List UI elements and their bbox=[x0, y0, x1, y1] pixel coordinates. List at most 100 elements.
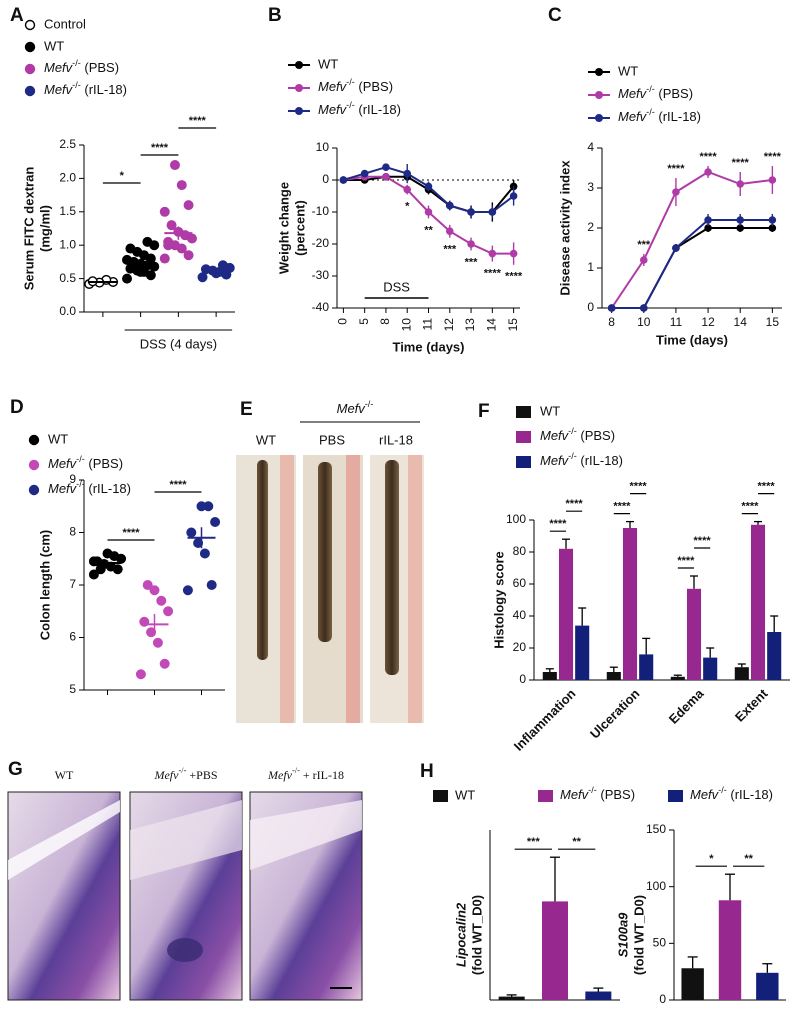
legend-marker bbox=[28, 434, 40, 446]
significance-label: **** bbox=[122, 527, 140, 539]
data-point bbox=[163, 240, 174, 251]
y-tick-label: 0 bbox=[322, 172, 329, 186]
data-point bbox=[142, 236, 153, 247]
ruler bbox=[408, 455, 422, 723]
significance-label: **** bbox=[732, 157, 750, 169]
legend-label: WT bbox=[44, 38, 64, 53]
x-tick-label: Inflammation bbox=[511, 686, 579, 754]
series-line bbox=[611, 219, 773, 309]
legend-label: Mefv-/- (PBS) bbox=[44, 58, 119, 75]
legend-label: Mefv-/- (PBS) bbox=[560, 785, 635, 802]
significance-label: **** bbox=[484, 268, 502, 280]
legend-marker bbox=[24, 19, 36, 31]
data-point bbox=[403, 185, 412, 194]
legend-label: Mefv-/- (rIL-18) bbox=[318, 100, 401, 117]
y-axis-label: Serum FITC dextran bbox=[21, 167, 36, 291]
photo-label: WT bbox=[55, 768, 74, 782]
x-axis-label: Time (days) bbox=[392, 339, 464, 354]
panel-letter: D bbox=[10, 397, 24, 418]
photo-label: rIL-18 bbox=[379, 432, 413, 447]
legend-swatch bbox=[433, 790, 448, 802]
data-point bbox=[146, 627, 157, 638]
legend-swatch bbox=[668, 790, 683, 802]
y-axis-label: S100a9 bbox=[615, 912, 630, 958]
legend-label: Mefv-/- (rIL-18) bbox=[48, 479, 131, 496]
bar bbox=[756, 972, 779, 1000]
panel-letter: F bbox=[478, 401, 490, 422]
bar bbox=[542, 672, 557, 680]
panel-letter: C bbox=[548, 5, 562, 26]
y-axis-label: Disease activity index bbox=[557, 160, 572, 296]
x-tick-label: 5 bbox=[357, 318, 371, 325]
significance-label: **** bbox=[764, 151, 782, 163]
data-point bbox=[672, 188, 680, 196]
data-point bbox=[125, 243, 136, 254]
x-tick-label: 10 bbox=[399, 318, 413, 332]
legend-marker bbox=[595, 68, 603, 76]
data-point bbox=[736, 224, 745, 232]
x-tick-label: 0 bbox=[336, 318, 350, 325]
x-axis-label: Time (days) bbox=[656, 332, 728, 347]
legend-label: Control bbox=[44, 16, 86, 31]
data-point bbox=[200, 264, 211, 275]
data-point bbox=[199, 548, 210, 559]
data-point bbox=[509, 249, 518, 258]
legend-label: WT bbox=[618, 63, 638, 78]
bar bbox=[639, 654, 654, 680]
ruler bbox=[346, 455, 360, 723]
significance-label: *** bbox=[637, 239, 651, 251]
y-tick-label: 0.5 bbox=[59, 271, 76, 285]
y-tick-label: 3 bbox=[587, 180, 594, 194]
data-point bbox=[182, 585, 193, 596]
data-point bbox=[360, 169, 369, 178]
data-point bbox=[639, 256, 648, 264]
panel-letter: B bbox=[268, 5, 282, 26]
y-tick-label: 150 bbox=[646, 822, 666, 836]
data-point bbox=[149, 585, 160, 596]
data-point bbox=[159, 658, 170, 669]
x-axis-label: DSS (4 days) bbox=[140, 336, 217, 351]
data-point bbox=[196, 501, 207, 512]
legend-marker bbox=[24, 85, 36, 97]
y-tick-label: 50 bbox=[653, 936, 667, 950]
colon bbox=[385, 460, 399, 675]
significance-label: ** bbox=[424, 224, 433, 236]
legend-label: Mefv-/- (PBS) bbox=[618, 84, 693, 101]
panel-letter: A bbox=[10, 5, 24, 26]
y-tick-label: 8 bbox=[69, 525, 76, 539]
y-axis-label: Lipocalin2 bbox=[453, 902, 468, 967]
data-point bbox=[403, 169, 412, 178]
colon-photos bbox=[236, 455, 424, 723]
legend-label: WT bbox=[540, 403, 560, 418]
y-tick-label: 100 bbox=[646, 879, 666, 893]
significance-label: **** bbox=[630, 481, 648, 493]
significance-label: **** bbox=[613, 501, 631, 513]
x-tick-label: 15 bbox=[506, 318, 520, 332]
data-point bbox=[169, 160, 180, 171]
legend-label: Mefv-/- (rIL-18) bbox=[540, 451, 623, 468]
legend-swatch bbox=[516, 431, 531, 443]
significance-label: **** bbox=[549, 518, 567, 530]
legend-label: Mefv-/- (PBS) bbox=[318, 77, 393, 94]
data-point bbox=[488, 249, 497, 258]
data-point bbox=[176, 180, 187, 191]
photo-label: Mefv-/- + rIL-18 bbox=[267, 766, 344, 781]
bar bbox=[606, 672, 621, 680]
y-tick-label: 1 bbox=[587, 260, 594, 274]
bar bbox=[558, 548, 574, 680]
significance-label: *** bbox=[465, 256, 479, 268]
dss-label: DSS bbox=[383, 279, 410, 294]
data-point bbox=[736, 216, 745, 224]
x-tick-label: Extent bbox=[732, 685, 771, 724]
x-tick-label: Ulceration bbox=[587, 686, 643, 742]
lumen bbox=[8, 800, 120, 880]
y-tick-label: 100 bbox=[506, 512, 526, 526]
data-point bbox=[445, 227, 454, 235]
x-tick-label: 8 bbox=[608, 315, 615, 329]
data-point bbox=[135, 669, 146, 680]
colon bbox=[318, 462, 332, 642]
data-point bbox=[183, 200, 194, 211]
y-tick-label: 0 bbox=[519, 672, 526, 686]
x-tick-label: 15 bbox=[766, 315, 780, 329]
